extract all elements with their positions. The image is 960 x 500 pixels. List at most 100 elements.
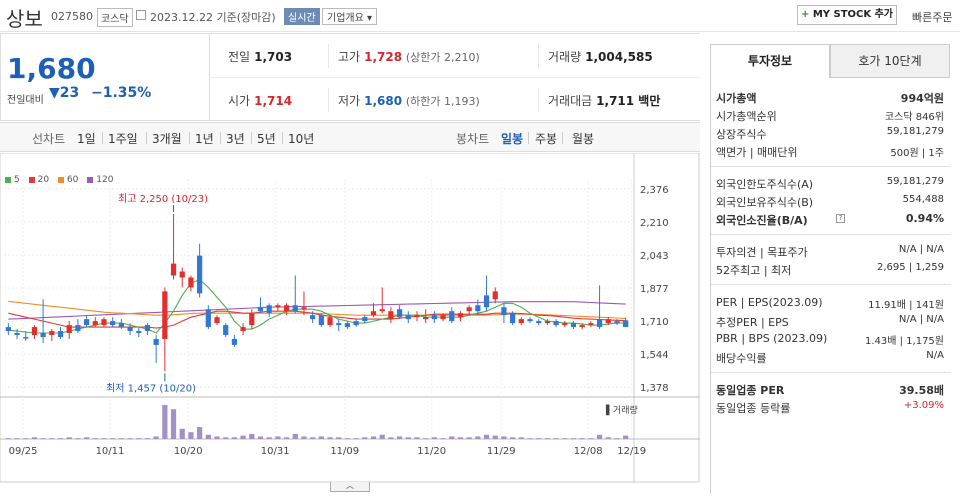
candle-body — [292, 305, 298, 312]
volume-bar — [188, 432, 194, 439]
volume-bar — [501, 436, 507, 439]
x-tick-label: 10/31 — [261, 446, 290, 457]
candle-body — [353, 321, 359, 326]
candle-body — [423, 317, 429, 320]
stat-prev: 전일 1,703 — [228, 50, 293, 64]
candle-body — [57, 331, 64, 338]
volume-bar — [596, 434, 603, 439]
candle-body — [197, 255, 203, 294]
volume-bar — [110, 438, 116, 440]
volume-bar — [518, 437, 524, 439]
company-overview-dropdown[interactable]: 기업개요 ▾ — [322, 8, 377, 25]
help-icon[interactable]: ? — [836, 214, 845, 223]
volume-bar — [370, 436, 377, 439]
period-10y[interactable]: 10년 — [288, 132, 315, 146]
realtime-button[interactable]: 실시간 — [284, 8, 320, 25]
candle-body — [5, 327, 11, 332]
collapse-chart-button[interactable]: ︿ — [330, 482, 370, 492]
volume-bar — [310, 437, 316, 439]
candle-body — [579, 325, 585, 328]
x-tick-label: 10/11 — [96, 446, 125, 457]
stock-name: 상보 — [6, 7, 43, 31]
period-5y[interactable]: 5년 — [257, 132, 276, 146]
calendar-icon — [136, 10, 146, 20]
candle-body — [301, 307, 307, 310]
volume-bar — [23, 438, 29, 440]
row-est-per: 추정PER | EPS N/A | N/A — [716, 314, 944, 329]
candle-body — [188, 277, 194, 288]
legend-ma60[interactable]: 60 — [57, 175, 78, 185]
volume-bar — [614, 438, 620, 440]
volume-bar — [101, 438, 107, 440]
volume-bar — [231, 437, 238, 439]
volume-bar — [588, 438, 594, 440]
volume-bar — [449, 436, 455, 439]
row-industry-per: 동일업종 PER 39.58배 — [716, 384, 944, 397]
stock-chart[interactable]: 2,376 2,210 2,043 1,877 1,710 1,544 1,378 09/25… — [0, 153, 700, 483]
y-tick-label: 1,710 — [640, 317, 669, 328]
volume-bar — [275, 436, 281, 439]
add-mystock-button[interactable]: + MY STOCK 추가 — [797, 5, 897, 25]
candle-monthly[interactable]: 월봉 — [572, 132, 595, 146]
candle-body — [527, 319, 533, 322]
candle-daily[interactable]: 일봉 — [501, 132, 524, 146]
period-1w[interactable]: 1주일 — [108, 132, 138, 146]
price-box: 1,680 전일대비 ▼23 −1.35% — [0, 33, 210, 121]
candle-body — [127, 327, 133, 332]
volume-bar — [362, 437, 368, 439]
x-tick-label: 09/25 — [9, 446, 38, 457]
volume-bar — [483, 434, 490, 439]
volume-bar — [240, 435, 246, 439]
legend-ma120[interactable]: 120 — [87, 175, 113, 185]
period-1y[interactable]: 1년 — [195, 132, 214, 146]
candle-body — [336, 323, 342, 326]
candle-body — [214, 317, 220, 324]
candle-body — [544, 321, 551, 324]
candle-body — [510, 313, 516, 324]
x-tick-label: 11/29 — [487, 446, 516, 457]
candle-body — [14, 333, 20, 336]
period-1d[interactable]: 1일 — [77, 132, 96, 146]
legend-ma20[interactable]: 20 — [28, 175, 49, 185]
volume-bar — [536, 438, 542, 440]
candle-body — [570, 323, 577, 328]
quick-order-link[interactable]: 빠른주문 — [912, 11, 953, 24]
candle-body — [588, 323, 594, 326]
volume-bar — [214, 436, 220, 439]
candle-body — [605, 319, 611, 324]
candle-body — [83, 319, 90, 326]
candle-weekly[interactable]: 주봉 — [535, 132, 558, 146]
candle-body — [153, 338, 159, 345]
legend-ma5[interactable]: 5 — [5, 175, 20, 185]
volume-bar — [344, 438, 351, 440]
tab-order-book[interactable]: 호가 10단계 — [830, 44, 950, 78]
candle-body — [596, 319, 603, 328]
volume-bar — [336, 437, 342, 439]
row-industry-rate: 동일업종 등락률 +3.09% — [716, 400, 944, 415]
volume-bar — [223, 437, 229, 439]
volume-bar — [457, 437, 464, 439]
volume-bar — [570, 438, 577, 440]
volume-bar — [605, 437, 611, 439]
volume-bar — [14, 438, 20, 440]
volume-bar — [31, 437, 38, 439]
volume-bar — [353, 438, 359, 440]
candle-body — [40, 333, 46, 338]
row-pbr: PBR | BPS (2023.09) 1.43배 | 1,175원 — [716, 332, 944, 347]
stat-amount: 거래대금 1,711 백만 — [548, 94, 661, 108]
x-tick-label: 12/08 — [574, 446, 603, 457]
change-value: ▼23 — [49, 85, 80, 101]
y-tick-label: 2,376 — [640, 185, 669, 196]
stat-open: 시가 1,714 — [228, 94, 293, 108]
candle-body — [170, 263, 177, 276]
tab-investment-info[interactable]: 투자정보 — [710, 44, 830, 78]
volume-bar — [153, 436, 159, 439]
candle-body — [414, 315, 420, 318]
candle-body — [457, 313, 464, 318]
period-3m[interactable]: 3개월 — [152, 132, 182, 146]
candle-body — [66, 325, 72, 334]
period-3y[interactable]: 3년 — [226, 132, 245, 146]
candle-body — [205, 309, 211, 328]
volume-bar — [510, 437, 516, 439]
candle-body — [518, 319, 524, 324]
